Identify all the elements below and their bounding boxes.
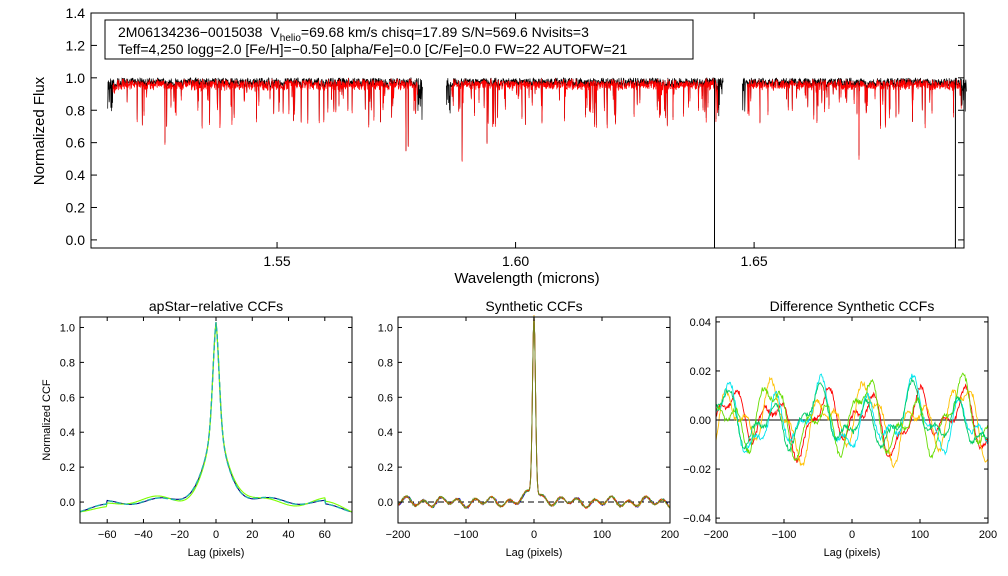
synthetic-spectrum-line (451, 78, 719, 162)
x-tick-label: −200 (386, 529, 411, 541)
annotation-line2: Teff=4,250 logg=2.0 [Fe/H]=−0.50 [alpha/… (118, 41, 627, 57)
annotation-v-subscript: helio (280, 33, 302, 44)
y-tick-label: 0.8 (66, 102, 86, 118)
y-tick-label: 0.2 (66, 200, 86, 216)
y-tick-label: 1.0 (378, 322, 393, 334)
apstar-ccf-plot-frame (79, 316, 353, 524)
y-tick-label: 0.0 (378, 497, 393, 509)
x-tick-label: −100 (772, 529, 797, 541)
apstar-ccf-line (79, 322, 353, 513)
y-tick-label: 0.0 (60, 497, 75, 509)
y-tick-label: 0.4 (60, 427, 75, 439)
apstar-ccf-title: apStar−relative CCFs (149, 298, 283, 314)
apstar-ccf-line (79, 322, 353, 513)
y-tick-label: 0.02 (690, 366, 711, 378)
spectrum-annotation-box (104, 19, 694, 60)
y-tick-label: 0.04 (690, 317, 711, 329)
synthetic-spectrum-line (746, 78, 962, 160)
y-tick-label: 0.6 (60, 392, 75, 404)
synthetic-ccf-title: Synthetic CCFs (485, 298, 582, 314)
x-tick-label: 1.55 (263, 253, 290, 269)
y-tick-label: 1.0 (60, 322, 75, 334)
synthetic-ccf-line (397, 315, 671, 510)
synthetic-ccf-panel: −200 −100 0 100 200 0.0 0.2 0.4 0.6 0.8 1.0 Synthe… (378, 298, 679, 559)
difference-ccf-line (715, 376, 989, 469)
synthetic-ccf-line (397, 315, 671, 509)
spectrum-xlabel: Wavelength (microns) (454, 270, 599, 287)
y-tick-label: −0.04 (683, 513, 711, 525)
difference-ccf-line (715, 377, 989, 453)
x-tick-label: 200 (979, 529, 997, 541)
x-tick-label: 0 (849, 529, 855, 541)
y-tick-label: 0.00 (690, 415, 711, 427)
synthetic-ccf-line (397, 316, 671, 509)
y-tick-label: 1.4 (66, 5, 86, 21)
difference-ccf-panel: −200 −100 0 100 200 −0.04 −0.02 0.00 0.02 0.04 Di… (683, 298, 997, 559)
x-tick-label: 60 (319, 529, 331, 541)
x-tick-label: −200 (704, 529, 729, 541)
x-tick-label: 100 (911, 529, 929, 541)
x-tick-label: 100 (593, 529, 611, 541)
x-tick-label: 1.65 (740, 253, 767, 269)
x-tick-label: 40 (282, 529, 294, 541)
synthetic-ccf-line (397, 315, 671, 510)
y-tick-label: 0.8 (60, 357, 75, 369)
y-tick-label: 1.2 (66, 37, 86, 53)
annotation-stats: =69.68 km/s chisq=17.89 S/N=569.6 Nvisit… (301, 24, 589, 40)
spectrum-ylabel: Normalized Flux (31, 76, 48, 185)
y-tick-label: 0.4 (66, 167, 86, 183)
apstar-ccf-ylabel: Normalized CCF (41, 379, 53, 461)
y-tick-label: 0.6 (66, 135, 86, 151)
x-tick-label: −100 (454, 529, 479, 541)
y-tick-label: 0.4 (378, 427, 393, 439)
y-tick-label: 0.8 (378, 357, 393, 369)
x-tick-label: 200 (661, 529, 679, 541)
apstar-ccf-line (79, 322, 353, 513)
difference-ccf-title: Difference Synthetic CCFs (770, 298, 935, 314)
apstar-ccf-xlabel: Lag (pixels) (188, 547, 245, 559)
apstar-ccf-panel: −60 −40 −20 0 20 40 60 0.0 0.2 0.4 0.6 0.8 1.0 apSta… (41, 298, 353, 559)
y-tick-label: 1.0 (66, 70, 86, 86)
synthetic-ccf-line (397, 315, 671, 509)
synthetic-spectrum-line (112, 78, 418, 152)
y-tick-label: 0.6 (378, 392, 393, 404)
x-tick-label: 0 (531, 529, 537, 541)
y-tick-label: 0.2 (378, 462, 393, 474)
difference-ccf-line (715, 372, 989, 462)
y-tick-label: 0.2 (60, 462, 75, 474)
x-tick-label: 20 (246, 529, 258, 541)
difference-ccf-xlabel: Lag (pixels) (824, 547, 881, 559)
x-tick-label: 0 (213, 529, 219, 541)
x-tick-label: −20 (170, 529, 189, 541)
x-tick-label: 1.60 (502, 253, 529, 269)
synthetic-ccf-xlabel: Lag (pixels) (506, 547, 563, 559)
difference-ccf-line (715, 373, 989, 456)
spectrum-panel: 1.55 1.60 1.65 0.0 0.2 0.4 0.6 0.8 1.0 1.2 1.4 2M0… (31, 5, 967, 287)
spectrum-plot-frame (90, 12, 965, 249)
y-tick-label: 0.0 (66, 232, 86, 248)
x-tick-label: −40 (134, 529, 153, 541)
annotation-v: V (270, 24, 280, 40)
x-tick-label: −60 (98, 529, 117, 541)
y-tick-label: −0.02 (683, 464, 711, 476)
synthetic-ccf-plot-frame (397, 316, 671, 524)
annotation-line1: 2M06134236−0015038 Vhelio=69.68 km/s chis… (118, 24, 589, 44)
annotation-star-id: 2M06134236−0015038 (118, 24, 263, 40)
